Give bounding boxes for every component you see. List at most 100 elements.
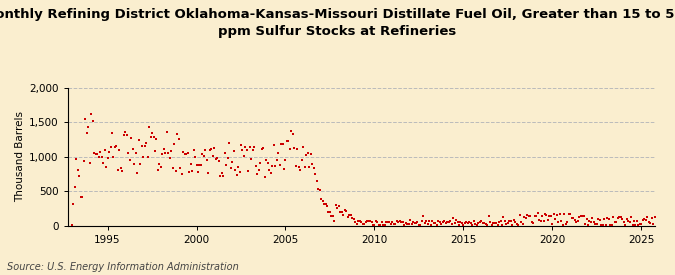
Point bbox=[434, 220, 445, 224]
Point bbox=[641, 218, 651, 222]
Point bbox=[404, 218, 415, 222]
Point bbox=[514, 213, 525, 218]
Point bbox=[600, 223, 611, 227]
Point bbox=[475, 220, 485, 224]
Point bbox=[68, 201, 79, 206]
Point bbox=[462, 221, 473, 225]
Point bbox=[187, 169, 198, 173]
Point bbox=[104, 150, 115, 155]
Point bbox=[357, 221, 368, 226]
Point bbox=[154, 162, 165, 167]
Point bbox=[331, 203, 342, 208]
Point bbox=[74, 174, 85, 178]
Point bbox=[101, 164, 111, 169]
Point bbox=[403, 222, 414, 226]
Point bbox=[624, 219, 635, 224]
Point bbox=[67, 223, 78, 227]
Point bbox=[458, 223, 469, 227]
Point bbox=[252, 171, 263, 176]
Point bbox=[222, 156, 233, 160]
Point bbox=[522, 213, 533, 217]
Point bbox=[130, 151, 141, 155]
Point bbox=[379, 222, 390, 227]
Point bbox=[605, 222, 616, 227]
Point bbox=[326, 214, 337, 218]
Point bbox=[223, 141, 234, 145]
Point bbox=[126, 136, 136, 140]
Point bbox=[580, 222, 591, 227]
Point bbox=[209, 146, 219, 150]
Point bbox=[175, 166, 186, 171]
Point bbox=[590, 222, 601, 227]
Point bbox=[381, 220, 392, 225]
Point bbox=[249, 144, 260, 149]
Point bbox=[416, 219, 427, 223]
Point bbox=[634, 222, 645, 227]
Point bbox=[170, 169, 181, 173]
Point bbox=[122, 133, 132, 138]
Point bbox=[111, 144, 122, 148]
Point bbox=[486, 223, 497, 227]
Point bbox=[240, 145, 251, 150]
Point bbox=[399, 223, 410, 227]
Point bbox=[632, 219, 643, 224]
Point bbox=[615, 214, 626, 219]
Point bbox=[165, 156, 176, 161]
Point bbox=[72, 167, 83, 172]
Point bbox=[238, 153, 249, 158]
Point bbox=[610, 220, 620, 224]
Point bbox=[264, 167, 275, 172]
Point bbox=[205, 148, 215, 153]
Point bbox=[583, 222, 593, 227]
Point bbox=[300, 165, 310, 169]
Point bbox=[622, 218, 633, 223]
Text: Monthly Refining District Oklahoma-Kansas-Missouri Distillate Fuel Oil, Greater : Monthly Refining District Oklahoma-Kansa… bbox=[0, 8, 675, 38]
Point bbox=[485, 220, 495, 224]
Point bbox=[597, 222, 608, 227]
Point bbox=[441, 219, 452, 224]
Point bbox=[541, 213, 552, 217]
Point bbox=[372, 220, 383, 224]
Point bbox=[295, 168, 306, 172]
Point bbox=[348, 217, 359, 221]
Point bbox=[218, 174, 229, 178]
Point bbox=[532, 211, 543, 215]
Point bbox=[364, 219, 375, 223]
Point bbox=[234, 170, 245, 174]
Point bbox=[80, 117, 90, 121]
Point bbox=[424, 219, 435, 224]
Point bbox=[596, 222, 607, 227]
Point bbox=[145, 134, 156, 139]
Point bbox=[77, 195, 88, 200]
Point bbox=[544, 214, 555, 218]
Point bbox=[286, 129, 297, 133]
Point bbox=[502, 221, 513, 226]
Point bbox=[78, 158, 89, 163]
Point bbox=[173, 137, 184, 142]
Point bbox=[648, 221, 659, 226]
Point bbox=[283, 139, 294, 143]
Y-axis label: Thousand Barrels: Thousand Barrels bbox=[15, 111, 25, 202]
Point bbox=[231, 172, 242, 177]
Point bbox=[369, 222, 380, 227]
Point bbox=[371, 218, 381, 223]
Point bbox=[95, 150, 105, 154]
Point bbox=[493, 220, 504, 225]
Point bbox=[558, 223, 568, 228]
Point bbox=[151, 137, 162, 141]
Point bbox=[325, 210, 335, 214]
Point bbox=[353, 218, 364, 223]
Point bbox=[456, 220, 467, 225]
Point bbox=[543, 218, 554, 222]
Point bbox=[630, 223, 641, 228]
Point bbox=[576, 213, 587, 218]
Point bbox=[160, 151, 171, 155]
Point bbox=[390, 221, 401, 226]
Point bbox=[384, 220, 395, 224]
Point bbox=[427, 219, 437, 223]
Point bbox=[280, 158, 291, 163]
Point bbox=[167, 166, 178, 171]
Point bbox=[479, 221, 489, 226]
Point bbox=[271, 157, 282, 162]
Point bbox=[599, 217, 610, 221]
